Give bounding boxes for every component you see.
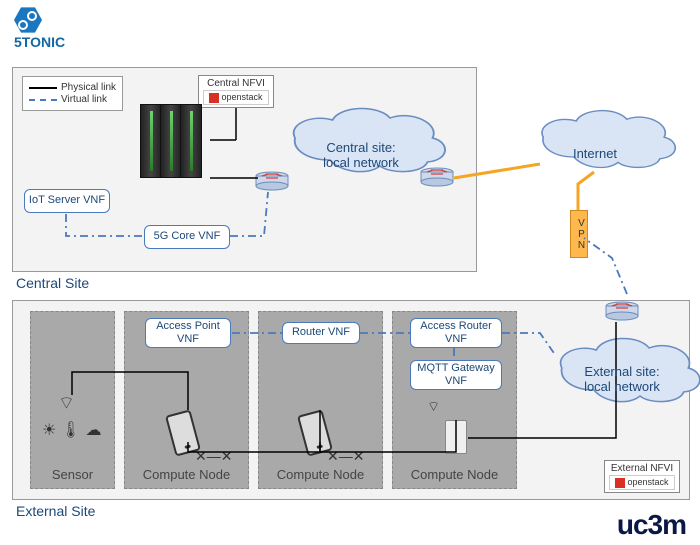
central-cloud-label: Central site: local network — [306, 140, 416, 170]
external-cloud-label: External site: local network — [572, 364, 672, 394]
internet-label: Internet — [560, 146, 630, 161]
link-layer — [0, 0, 700, 545]
